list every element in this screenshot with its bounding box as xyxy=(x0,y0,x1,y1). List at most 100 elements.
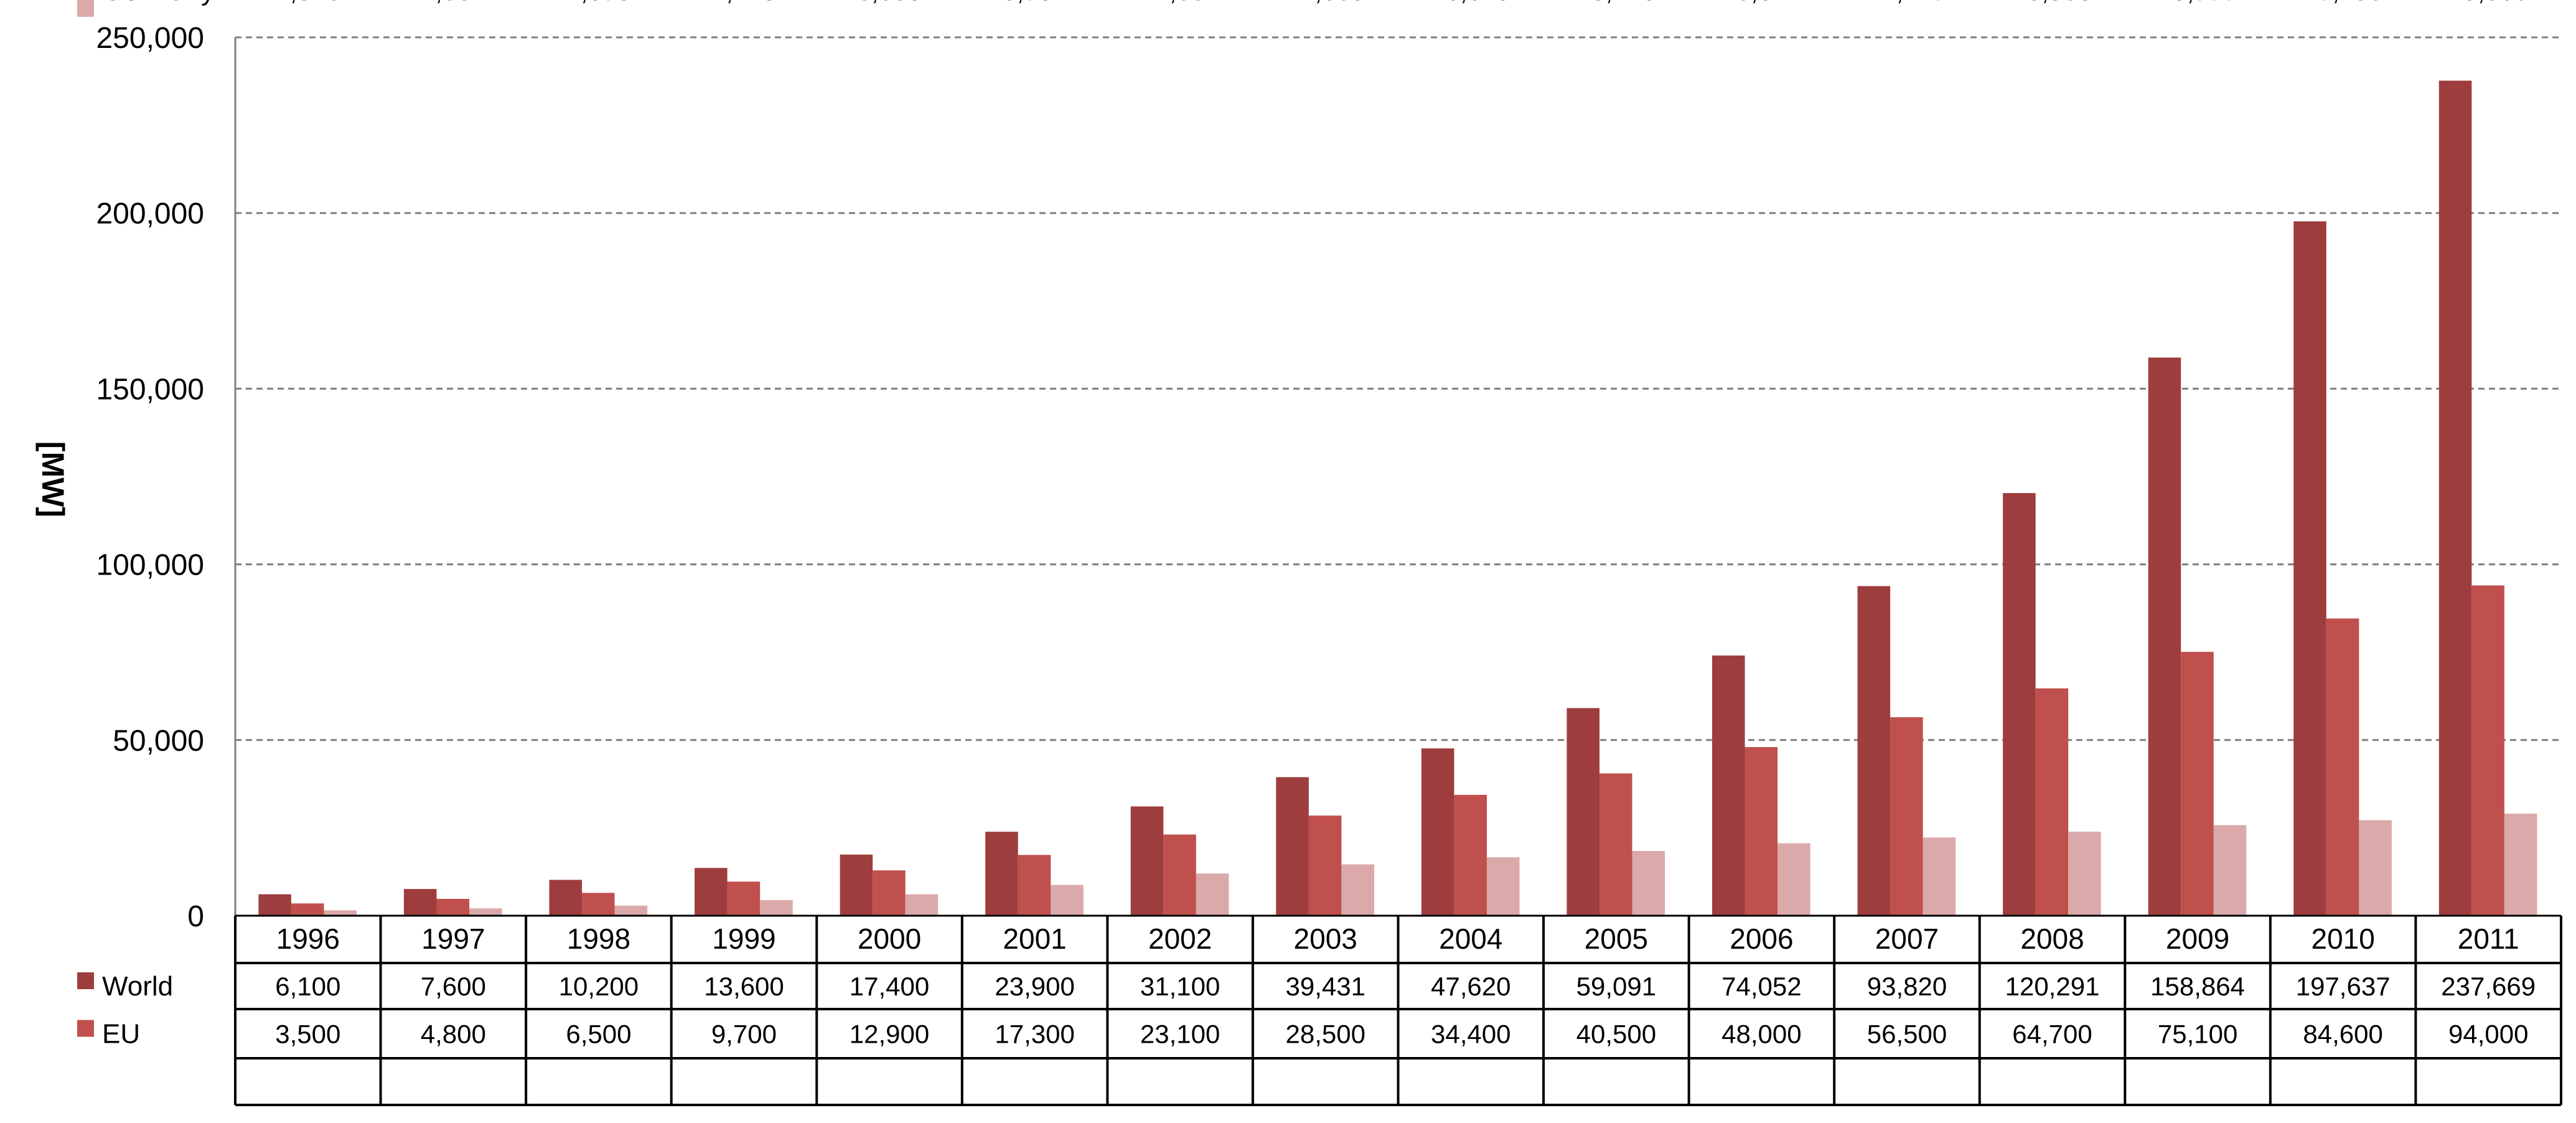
legend-key-world xyxy=(77,972,94,989)
data-cell-eu-2005: 40,500 xyxy=(1576,1020,1656,1049)
bar-world-2004 xyxy=(1421,748,1454,916)
data-cell-world-2003: 39,431 xyxy=(1285,972,1365,1001)
data-cell-eu-2007: 56,500 xyxy=(1867,1020,1947,1049)
category-label-1998: 1998 xyxy=(567,923,630,955)
bar-eu-2000 xyxy=(873,870,906,916)
bar-eu-2001 xyxy=(1018,855,1051,916)
bar-world-1997 xyxy=(403,889,437,916)
data-cell-germany-2008: 23,903 xyxy=(2012,0,2092,6)
data-cell-eu-2010: 84,600 xyxy=(2303,1020,2382,1049)
category-label-2010: 2010 xyxy=(2311,923,2374,955)
bar-world-2000 xyxy=(840,854,873,916)
data-cell-world-1999: 13,600 xyxy=(704,972,784,1001)
category-label-1999: 1999 xyxy=(712,923,775,955)
data-cell-world-2011: 237,669 xyxy=(2441,972,2536,1001)
bar-world-1999 xyxy=(695,868,728,916)
bar-world-2008 xyxy=(2003,493,2036,916)
bar-world-2007 xyxy=(1857,586,1891,916)
category-label-2011: 2011 xyxy=(2458,923,2519,955)
category-label-1996: 1996 xyxy=(276,923,340,955)
y-tick-label: 50,000 xyxy=(113,725,204,758)
bar-world-2003 xyxy=(1276,777,1309,916)
bar-world-2005 xyxy=(1567,708,1599,916)
data-cell-world-2008: 120,291 xyxy=(2005,972,2100,1001)
bar-world-2010 xyxy=(2293,221,2326,916)
category-label-2003: 2003 xyxy=(1294,923,1357,955)
category-label-2001: 2001 xyxy=(1003,923,1066,955)
data-cell-eu-2008: 64,700 xyxy=(2012,1020,2092,1049)
data-cell-eu-1999: 9,700 xyxy=(711,1020,777,1049)
category-label-2006: 2006 xyxy=(1730,923,1793,955)
legend-key-germany xyxy=(77,0,94,17)
data-cell-world-1997: 7,600 xyxy=(421,972,486,1001)
bar-germany-2000 xyxy=(905,894,939,916)
data-cell-germany-2009: 25,777 xyxy=(2158,0,2237,6)
data-cell-world-2002: 31,100 xyxy=(1140,972,1220,1001)
data-cell-germany-2006: 20,621 xyxy=(1721,0,1801,6)
data-cell-eu-2011: 94,000 xyxy=(2448,1020,2528,1049)
bar-germany-1997 xyxy=(469,908,502,916)
data-cell-world-2006: 74,052 xyxy=(1721,972,1801,1001)
category-label-2002: 2002 xyxy=(1148,923,1212,955)
data-cell-eu-1996: 3,500 xyxy=(275,1020,340,1049)
category-label-1997: 1997 xyxy=(421,923,485,955)
data-cell-world-2010: 197,637 xyxy=(2296,972,2391,1001)
bar-germany-2002 xyxy=(1196,873,1229,916)
bar-germany-1999 xyxy=(760,900,793,916)
category-label-2005: 2005 xyxy=(1585,923,1648,955)
bar-eu-2002 xyxy=(1163,834,1196,916)
gridlines xyxy=(235,36,2561,741)
data-cell-world-2005: 59,091 xyxy=(1576,972,1656,1001)
category-label-2007: 2007 xyxy=(1875,923,1939,955)
bar-world-2002 xyxy=(1130,806,1164,916)
data-cell-eu-2000: 12,900 xyxy=(850,1020,929,1049)
bar-eu-2011 xyxy=(2471,585,2504,916)
bar-germany-2008 xyxy=(2068,832,2101,916)
bar-germany-2011 xyxy=(2504,813,2537,916)
category-label-2008: 2008 xyxy=(2020,923,2084,955)
bar-eu-1997 xyxy=(436,898,470,916)
bar-germany-2005 xyxy=(1632,850,1665,916)
data-cell-world-1996: 6,100 xyxy=(275,972,340,1001)
data-cell-world-2001: 23,900 xyxy=(995,972,1074,1001)
bar-germany-2004 xyxy=(1486,857,1520,916)
bar-world-2011 xyxy=(2438,80,2472,916)
data-cell-eu-1998: 6,500 xyxy=(566,1020,631,1049)
bar-germany-2010 xyxy=(2359,820,2392,916)
bar-eu-1999 xyxy=(727,881,761,916)
bar-world-2009 xyxy=(2148,357,2181,916)
bar-germany-2006 xyxy=(1777,843,1810,916)
bar-eu-2009 xyxy=(2181,652,2214,916)
data-table: 1996 1997 1998 1999 2000 2001 2002 2003 2004 2005… xyxy=(77,0,2562,1106)
data-cell-world-2000: 17,400 xyxy=(850,972,929,1001)
bar-world-1996 xyxy=(258,894,291,916)
legend-label-world: World xyxy=(102,971,173,1002)
data-cell-eu-2001: 17,300 xyxy=(995,1020,1074,1049)
data-cell-germany-2000: 6,095 xyxy=(856,0,922,6)
bar-germany-2009 xyxy=(2213,825,2247,916)
data-cell-world-2004: 47,620 xyxy=(1431,972,1510,1001)
bar-world-2006 xyxy=(1712,655,1745,916)
bar-eu-2006 xyxy=(1745,747,1778,916)
bar-eu-2007 xyxy=(1890,717,1923,916)
data-cell-eu-1997: 4,800 xyxy=(421,1020,486,1049)
bar-germany-1996 xyxy=(324,910,357,916)
legend-key-eu xyxy=(77,1020,94,1037)
legend-label-germany: Germany xyxy=(102,0,215,6)
bar-germany-2001 xyxy=(1051,885,1084,916)
data-cell-germany-1996: 1,546 xyxy=(275,0,340,6)
data-cell-world-1998: 10,200 xyxy=(559,972,639,1001)
bar-eu-2010 xyxy=(2326,618,2359,916)
bar-eu-2005 xyxy=(1599,773,1632,916)
data-cell-germany-1998: 2,875 xyxy=(566,0,631,6)
y-tick-label: 200,000 xyxy=(96,197,204,230)
data-cell-eu-2006: 48,000 xyxy=(1721,1020,1801,1049)
data-cell-eu-2002: 23,100 xyxy=(1140,1020,1220,1049)
data-cell-world-2007: 93,820 xyxy=(1867,972,1947,1001)
bar-germany-2003 xyxy=(1341,864,1374,916)
category-label-2009: 2009 xyxy=(2166,923,2229,955)
y-axis-label: [MW] xyxy=(35,441,70,517)
bars xyxy=(258,80,2537,916)
bar-eu-1998 xyxy=(582,893,615,916)
